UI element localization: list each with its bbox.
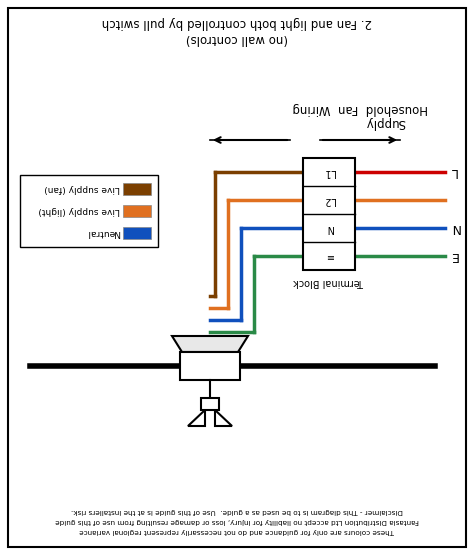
- Polygon shape: [188, 410, 205, 426]
- Bar: [180, 352, 240, 380]
- Text: (no wall controls): (no wall controls): [186, 32, 288, 44]
- Text: ≡: ≡: [325, 251, 333, 261]
- Text: L1: L1: [323, 167, 335, 177]
- Text: Disclaimer - This diagram is to be used as a guide.  Use of this guide is at the: Disclaimer - This diagram is to be used …: [71, 508, 403, 514]
- Text: N: N: [450, 221, 459, 235]
- Bar: [20, 175, 158, 247]
- Bar: [123, 227, 151, 239]
- Polygon shape: [215, 410, 232, 426]
- Text: Household  Fan  Wiring: Household Fan Wiring: [292, 102, 428, 114]
- Text: Neutral: Neutral: [86, 229, 120, 238]
- Bar: [201, 398, 219, 410]
- Text: N: N: [325, 223, 333, 233]
- Bar: [303, 158, 355, 270]
- Text: 2. Fan and light both controlled by pull switch: 2. Fan and light both controlled by pull…: [102, 16, 372, 28]
- Text: L: L: [450, 165, 457, 179]
- Text: E: E: [450, 250, 458, 263]
- Text: L2: L2: [323, 195, 335, 205]
- Text: Fantasia Distribution Ltd accept no liability for injury, loss or damage resulti: Fantasia Distribution Ltd accept no liab…: [55, 518, 419, 524]
- Text: Supply: Supply: [365, 115, 405, 129]
- Polygon shape: [172, 336, 248, 352]
- Bar: [123, 183, 151, 195]
- Text: These colours are only for guidance and do not necessarily represent regional va: These colours are only for guidance and …: [80, 528, 394, 534]
- Text: Live supply (fan): Live supply (fan): [44, 184, 120, 194]
- Bar: [123, 205, 151, 217]
- Text: Terminal Block: Terminal Block: [293, 277, 365, 287]
- Text: Live supply (light): Live supply (light): [38, 206, 120, 215]
